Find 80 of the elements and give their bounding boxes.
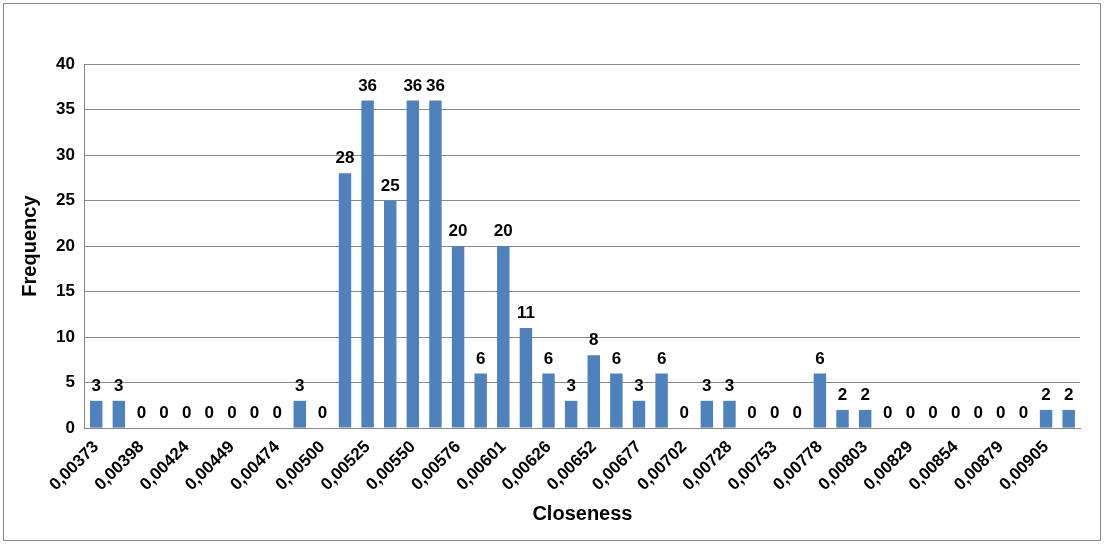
data-label: 2 (837, 385, 848, 405)
bar (519, 327, 533, 428)
bar (474, 373, 487, 428)
bar (564, 400, 578, 428)
bar (361, 100, 374, 428)
data-label: 0 (159, 403, 169, 423)
bar (1039, 409, 1053, 428)
data-label: 3 (634, 376, 644, 395)
data-label: 11 (516, 303, 535, 323)
data-label: 0 (272, 403, 282, 423)
data-label: 28 (335, 148, 355, 168)
data-label: 3 (724, 376, 735, 395)
data-label: 3 (91, 376, 101, 395)
data-label: 36 (403, 75, 423, 95)
bar (338, 173, 352, 428)
y-axis-title: Frequency (17, 194, 40, 297)
data-label: 0 (792, 403, 803, 423)
bar (112, 400, 126, 428)
bar (858, 409, 872, 428)
data-label: 0 (317, 403, 328, 423)
data-label: 0 (950, 403, 961, 423)
bar (451, 246, 465, 428)
data-label: 0 (905, 403, 916, 423)
data-label: 0 (204, 403, 215, 423)
bar (700, 400, 714, 428)
x-axis-title: Closeness (532, 501, 633, 524)
data-label: 0 (1018, 403, 1029, 423)
bar (542, 373, 555, 428)
data-label: 0 (136, 403, 147, 423)
data-label: 0 (679, 403, 689, 423)
y-tick-label: 10 (55, 326, 75, 346)
data-label: 0 (996, 403, 1006, 423)
bar (497, 246, 510, 428)
data-label: 3 (114, 376, 124, 395)
data-label: 20 (448, 221, 468, 241)
data-label: 36 (358, 75, 378, 95)
data-label: 0 (181, 403, 192, 423)
data-label: 2 (860, 385, 870, 405)
bar (813, 373, 827, 428)
data-label: 3 (702, 376, 712, 395)
data-label: 0 (928, 403, 938, 423)
bar (723, 400, 736, 428)
bar (610, 373, 623, 428)
y-tick-label: 20 (55, 235, 75, 255)
data-label: 2 (1041, 385, 1051, 405)
bar (90, 400, 103, 428)
data-label: 6 (543, 348, 554, 368)
y-tick-label: 25 (55, 190, 75, 210)
y-tick-label: 0 (65, 417, 75, 437)
data-label: 3 (566, 376, 576, 395)
data-label: 0 (769, 403, 780, 423)
bar (655, 373, 668, 428)
data-label: 6 (475, 348, 486, 368)
data-label: 3 (295, 376, 305, 395)
bar (632, 400, 646, 428)
data-label: 0 (973, 403, 983, 423)
data-label: 0 (747, 403, 757, 423)
y-tick-label: 40 (55, 53, 75, 73)
data-label: 6 (656, 348, 667, 368)
bar (1062, 409, 1075, 428)
bar (293, 400, 306, 428)
y-tick-label: 30 (55, 144, 75, 164)
bar (384, 200, 397, 428)
bar (587, 355, 600, 428)
data-label: 2 (1063, 385, 1074, 405)
data-label: 20 (493, 221, 513, 241)
data-label: 36 (425, 75, 445, 95)
data-label: 6 (815, 348, 825, 368)
bar (406, 100, 420, 428)
data-label: 0 (249, 403, 260, 423)
data-label: 8 (589, 330, 599, 350)
data-label: 25 (380, 175, 400, 195)
data-label: 6 (611, 348, 622, 368)
data-label: 0 (227, 403, 237, 423)
y-tick-label: 35 (55, 99, 75, 119)
bar (836, 409, 849, 428)
data-label: 0 (883, 403, 893, 423)
y-tick-label: 5 (65, 372, 75, 392)
y-tick-label: 15 (55, 281, 75, 301)
bar (429, 100, 442, 428)
